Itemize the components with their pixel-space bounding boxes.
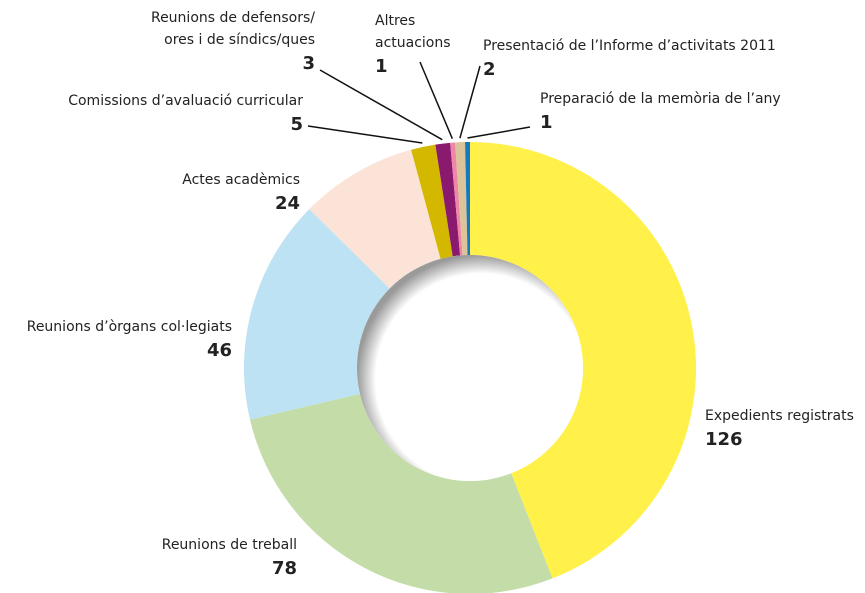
donut-slice: [249, 393, 553, 593]
leader-line: [459, 65, 481, 139]
slice-label: Expedients registrats: [705, 408, 854, 424]
value-label: 3: [302, 53, 315, 74]
slice-label: Presentació de l’Informe d’activitats 20…: [483, 38, 776, 54]
slice-label: Comissions d’avaluació curricular: [68, 93, 303, 109]
slice-label: Reunions d’òrgans col·legiats: [27, 319, 232, 335]
value-label: 78: [272, 558, 297, 579]
donut-slice: [411, 144, 453, 259]
value-label: 1: [375, 56, 388, 77]
leader-line: [419, 61, 454, 139]
value-label: 5: [290, 114, 303, 135]
leader-line: [307, 125, 423, 144]
value-label: 1: [540, 112, 553, 133]
value-label: 46: [207, 340, 232, 361]
leader-line: [319, 69, 443, 141]
slice-label: ores i de síndics/ques: [164, 32, 315, 48]
value-label: 126: [705, 429, 743, 450]
donut-slice: [465, 142, 470, 256]
slice-label: Preparació de la memòria de l’any: [540, 91, 781, 107]
value-label: 2: [483, 59, 496, 80]
value-label: 24: [275, 193, 300, 214]
slice-label: Altres: [375, 13, 415, 29]
donut-slice: [435, 142, 461, 257]
donut-hole: [357, 255, 583, 481]
donut-slice: [470, 142, 697, 579]
slice-label: Reunions de treball: [162, 537, 297, 553]
donut-slice: [244, 209, 390, 420]
donut-slice: [455, 142, 468, 256]
donut-slice: [450, 142, 463, 256]
slice-label: Reunions de defensors/: [151, 10, 315, 26]
slice-label: Actes acadèmics: [182, 172, 300, 188]
slice-label: actuacions: [375, 35, 451, 51]
leader-line: [467, 126, 531, 139]
donut-slice: [309, 149, 441, 289]
